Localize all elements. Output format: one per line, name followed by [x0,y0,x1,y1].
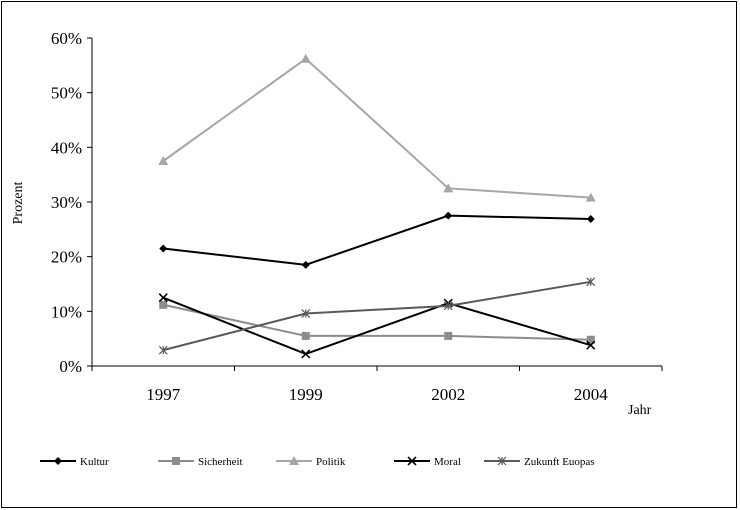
data-point [586,335,595,344]
x-tick-labels: 1997 1999 2002 2004 [146,385,608,404]
data-point [300,53,311,63]
series-kultur [159,211,595,269]
data-point [443,183,454,193]
data-point [158,293,168,303]
series-line [163,280,591,352]
data-point [159,300,168,309]
legend-item: Sicherheit [158,456,243,468]
series-politik [158,53,596,202]
legend-label: Zukunft Euopas [524,456,595,468]
legend-label: Moral [434,456,461,468]
series-zukunft-euopas [158,277,596,355]
x-tick-label: 2002 [431,385,465,404]
y-tick-label: 30% [51,193,82,212]
data-point [159,244,168,253]
legend-marker [54,457,62,465]
data-point [443,301,453,311]
legend-item: Zukunft Euopas [484,456,595,468]
legend-label: Kultur [80,456,109,468]
series-line [162,57,591,199]
y-tick-label: 60% [51,29,82,48]
data-point [301,309,311,318]
x-tick-label: 2004 [574,385,609,404]
x-tick-label: 1997 [146,385,181,404]
legend-label: Politik [316,456,346,468]
data-point [301,349,311,359]
data-point [444,211,453,220]
data-point [586,277,596,287]
data-point [301,331,310,340]
series-line [163,214,591,266]
data-point [158,345,168,355]
legend-item: Kultur [40,456,109,468]
series-moral [158,293,596,359]
legend-item: Politik [276,456,346,468]
x-axis-label: Jahr [628,403,652,418]
series-line [162,296,592,356]
y-tick-labels: 0% 10% 20% 30% 40% 50% 60% [51,29,82,376]
data-point [158,156,169,165]
legend-marker [407,456,417,466]
series-line [163,303,591,341]
legend-marker [497,456,507,466]
legend-label: Sicherheit [198,456,243,468]
x-tick-label: 1999 [289,385,323,404]
legend: Kultur Sicherheit Politik Moral Zukunft Euop… [40,456,595,468]
axes [87,37,663,371]
legend-item: Moral [394,456,461,468]
legend-marker [172,457,180,465]
y-tick-label: 10% [51,302,82,321]
data-point [586,340,596,350]
data-point [585,192,596,202]
series-sicherheit [159,300,595,344]
legend-marker [289,456,299,465]
data-point [444,331,453,340]
series-group [158,53,596,359]
y-tick-label: 0% [59,357,82,376]
y-tick-label: 40% [51,138,82,157]
data-point [301,260,310,269]
y-axis-label: Prozent [11,182,26,225]
y-tick-label: 20% [51,248,82,267]
y-tick-label: 50% [51,84,82,103]
data-point [586,214,595,223]
